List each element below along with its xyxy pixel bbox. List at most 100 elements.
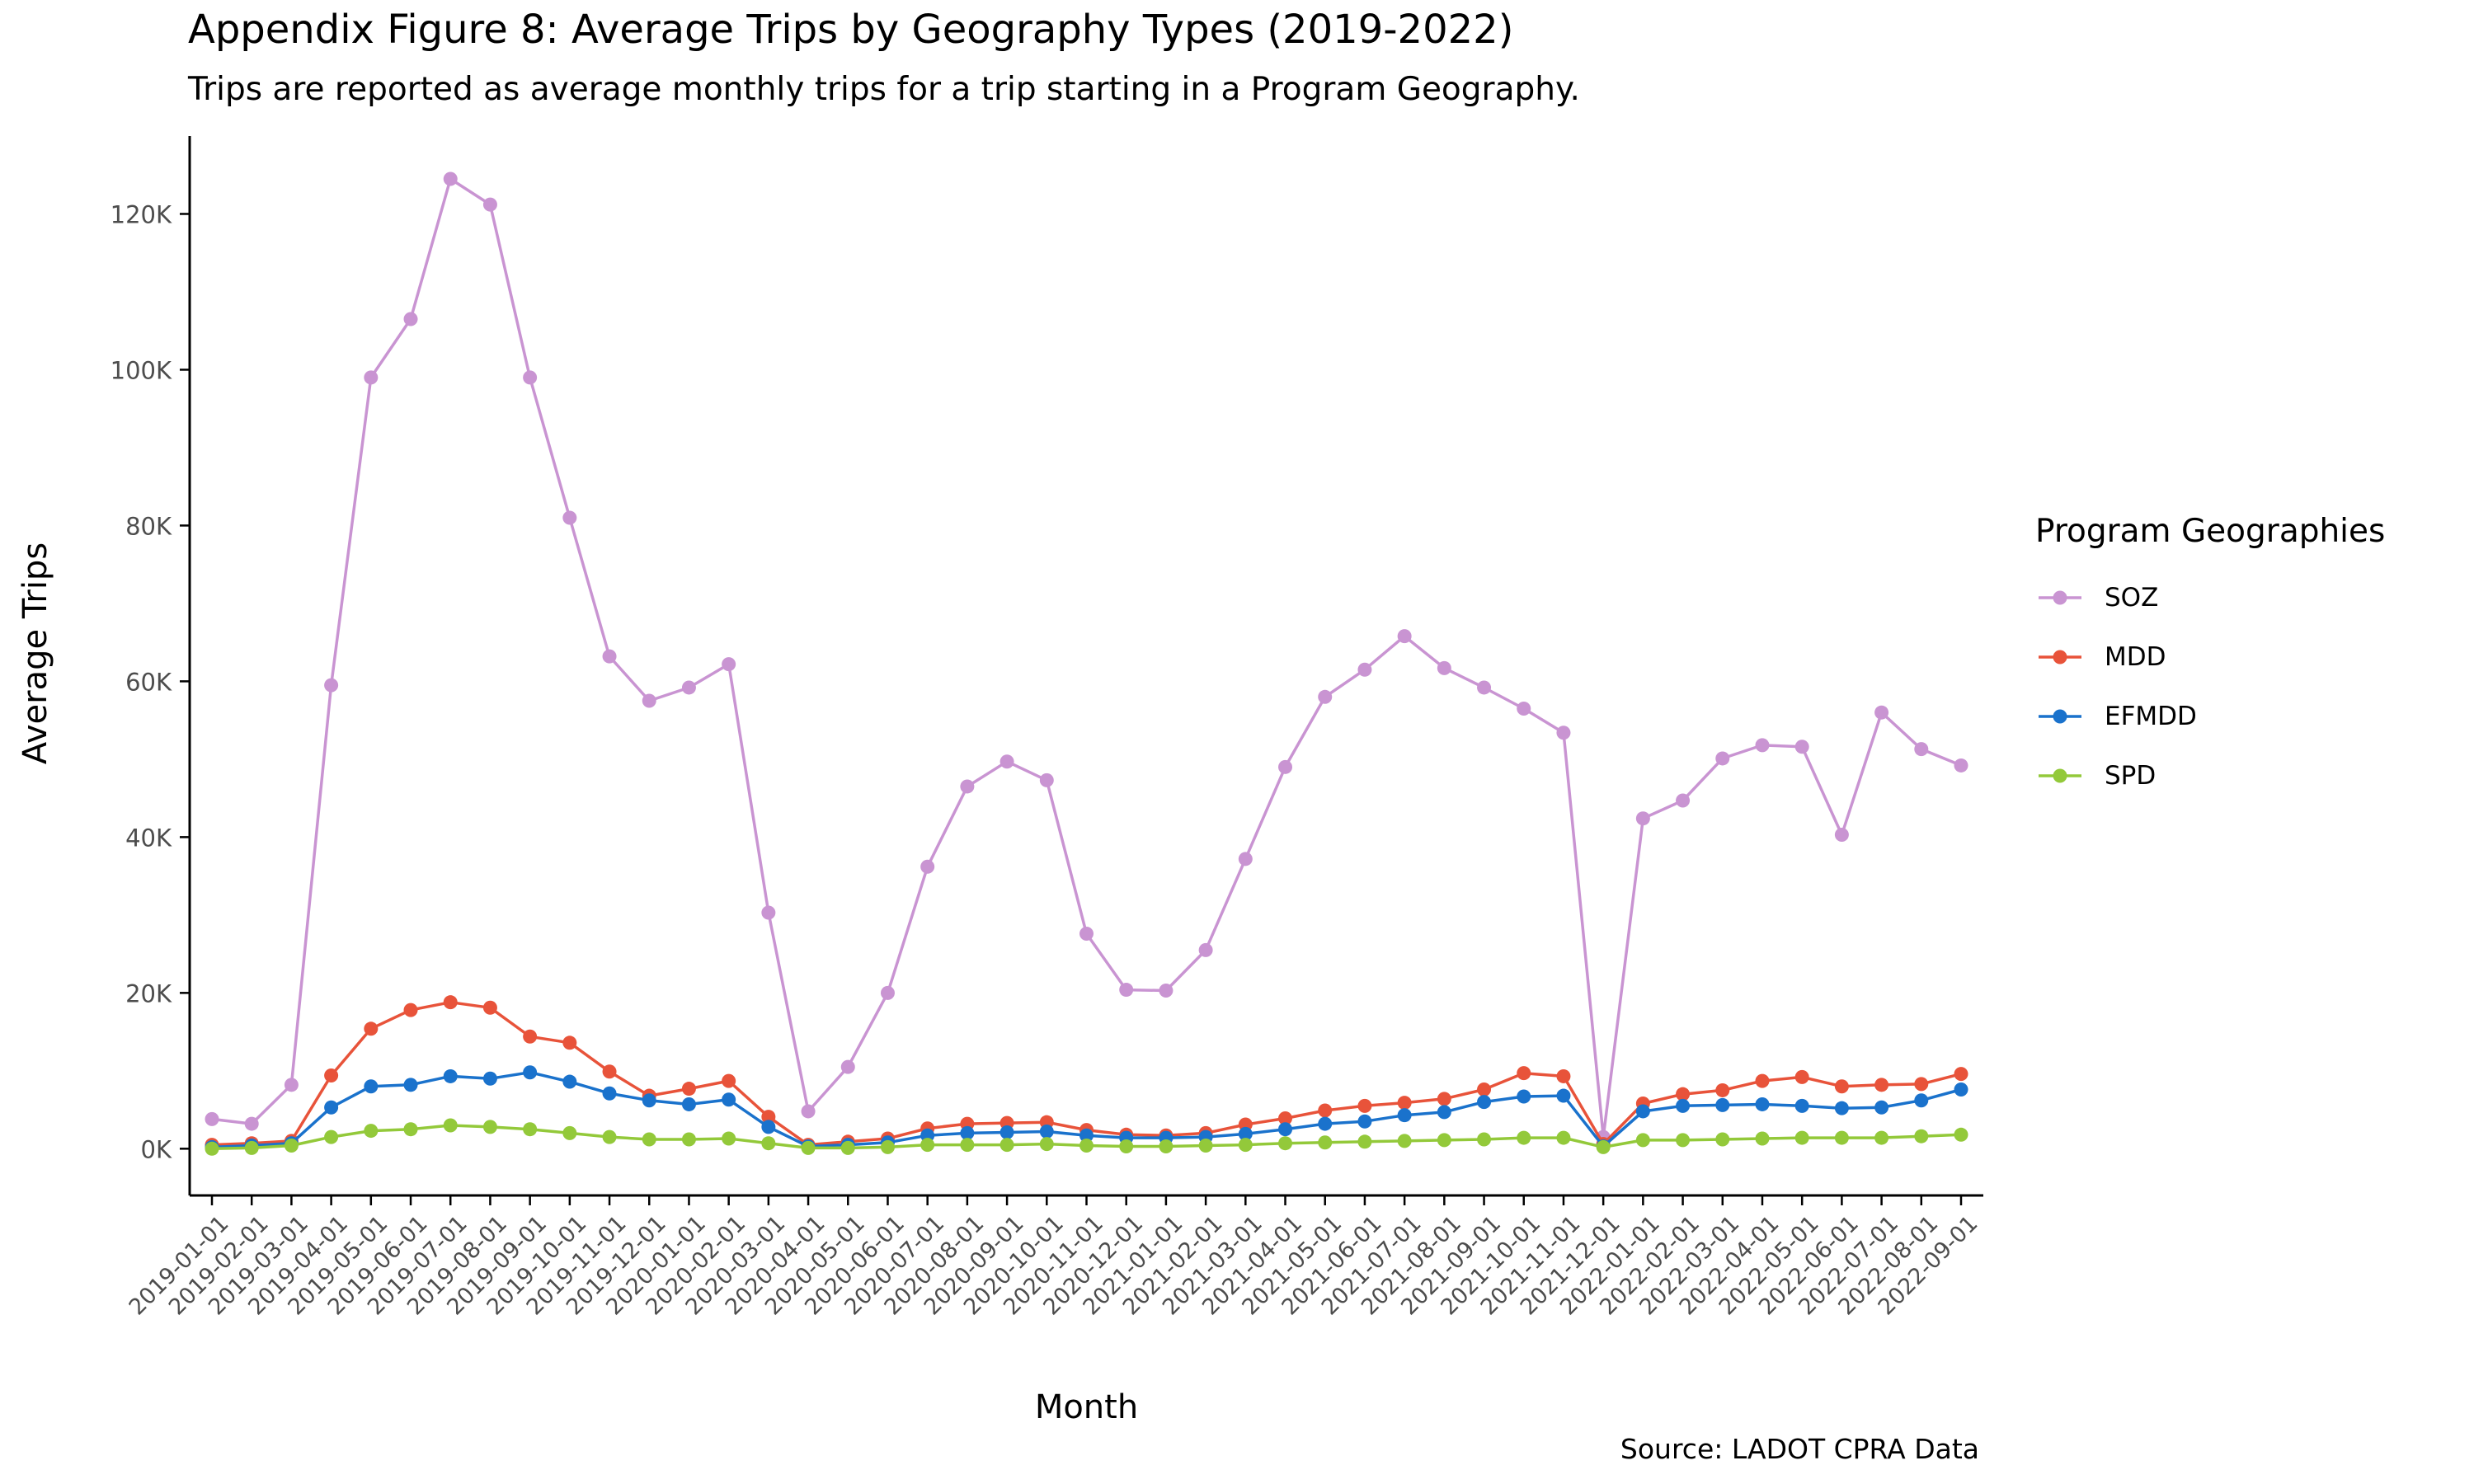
data-point-soz [482, 197, 497, 212]
data-point-mdd [722, 1073, 736, 1088]
data-point-mdd [403, 1003, 418, 1017]
data-point-mdd [1278, 1111, 1293, 1125]
legend-label: EFMDD [2105, 702, 2197, 731]
data-point-efmdd [1437, 1105, 1451, 1120]
series-line-soz [211, 177, 1962, 1139]
data-point-spd [523, 1122, 538, 1137]
data-point-spd [602, 1129, 617, 1144]
data-point-mdd [761, 1110, 776, 1125]
legend-item-soz: SOZ [2035, 568, 2385, 627]
data-point-efmdd [1676, 1098, 1691, 1113]
data-point-mdd [1517, 1066, 1531, 1081]
data-point-efmdd [761, 1120, 776, 1134]
data-point-spd [1517, 1130, 1531, 1145]
data-point-efmdd [1477, 1095, 1492, 1110]
data-point-mdd [324, 1068, 339, 1082]
data-point-soz [403, 312, 418, 326]
data-point-efmdd [1278, 1122, 1293, 1137]
data-point-mdd [1437, 1092, 1451, 1106]
data-point-efmdd [681, 1097, 696, 1111]
data-point-soz [642, 693, 656, 708]
data-point-efmdd [1954, 1082, 1968, 1097]
y-tick-label: 100K [111, 356, 172, 384]
data-point-soz [244, 1116, 259, 1131]
legend-label: SPD [2105, 761, 2157, 791]
data-point-efmdd [1238, 1126, 1253, 1141]
data-point-efmdd [1079, 1128, 1094, 1143]
data-point-soz [1517, 701, 1531, 716]
data-point-spd [920, 1138, 935, 1153]
data-point-soz [1794, 740, 1809, 754]
data-point-soz [960, 779, 975, 794]
data-point-efmdd [1834, 1101, 1849, 1115]
data-point-mdd [1914, 1077, 1929, 1092]
data-point-soz [722, 657, 736, 672]
data-point-soz [1834, 828, 1849, 843]
data-point-soz [523, 370, 538, 385]
data-point-soz [1755, 738, 1770, 753]
data-point-mdd [1715, 1082, 1730, 1097]
data-point-spd [1039, 1137, 1054, 1152]
source-caption: Source: LADOT CPRA Data [1620, 1433, 1979, 1465]
data-point-soz [1437, 660, 1451, 675]
data-point-soz [1039, 773, 1054, 787]
data-point-efmdd [403, 1078, 418, 1092]
data-point-soz [1954, 758, 1968, 773]
data-point-soz [205, 1111, 219, 1126]
data-point-soz [880, 985, 895, 1000]
data-point-soz [1676, 793, 1691, 808]
data-point-mdd [1397, 1096, 1412, 1111]
data-point-soz [920, 859, 935, 874]
data-point-soz [1635, 811, 1650, 826]
data-point-spd [1119, 1139, 1134, 1153]
data-point-efmdd [443, 1068, 458, 1083]
data-point-spd [1556, 1130, 1571, 1145]
data-point-soz [284, 1078, 299, 1092]
data-point-spd [1954, 1127, 1968, 1142]
data-point-soz [1914, 742, 1929, 757]
legend: Program Geographies SOZ MDD EFMDD SPD [2035, 513, 2385, 805]
data-point-efmdd [364, 1079, 379, 1094]
data-point-soz [364, 370, 379, 385]
chart-title: Appendix Figure 8: Average Trips by Geog… [188, 7, 1514, 53]
data-point-soz [562, 510, 577, 525]
data-point-efmdd [1556, 1088, 1571, 1103]
data-point-soz [324, 678, 339, 693]
data-point-mdd [562, 1036, 577, 1050]
data-point-spd [1079, 1139, 1094, 1153]
data-point-efmdd [999, 1125, 1014, 1139]
data-point-soz [681, 680, 696, 695]
data-point-soz [443, 171, 458, 186]
data-point-soz [761, 905, 776, 920]
data-point-mdd [1954, 1067, 1968, 1082]
data-point-mdd [482, 1000, 497, 1015]
data-point-mdd [1834, 1079, 1849, 1094]
data-point-spd [880, 1139, 895, 1154]
legend-title: Program Geographies [2035, 513, 2386, 550]
data-point-mdd [681, 1082, 696, 1097]
data-point-spd [1278, 1136, 1293, 1151]
data-point-efmdd [960, 1125, 975, 1140]
data-point-efmdd [722, 1092, 736, 1107]
y-tick-label: 40K [125, 824, 172, 852]
data-point-soz [1119, 983, 1134, 998]
y-tick-label: 60K [125, 668, 172, 696]
legend-item-spd: SPD [2035, 746, 2385, 805]
data-point-efmdd [602, 1086, 617, 1101]
data-point-mdd [364, 1021, 379, 1036]
data-point-efmdd [1357, 1114, 1372, 1129]
data-point-spd [681, 1132, 696, 1147]
legend-label: SOZ [2105, 583, 2159, 613]
y-tick-label: 0K [141, 1135, 172, 1163]
data-point-soz [1198, 942, 1213, 957]
data-point-efmdd [562, 1074, 577, 1089]
data-point-soz [1278, 759, 1293, 774]
data-point-spd [244, 1140, 259, 1155]
data-point-spd [1357, 1134, 1372, 1149]
data-point-efmdd [1874, 1100, 1889, 1115]
data-point-spd [1676, 1133, 1691, 1148]
data-point-mdd [523, 1029, 538, 1044]
data-point-spd [324, 1129, 339, 1144]
legend-key-efmdd [2039, 709, 2081, 724]
